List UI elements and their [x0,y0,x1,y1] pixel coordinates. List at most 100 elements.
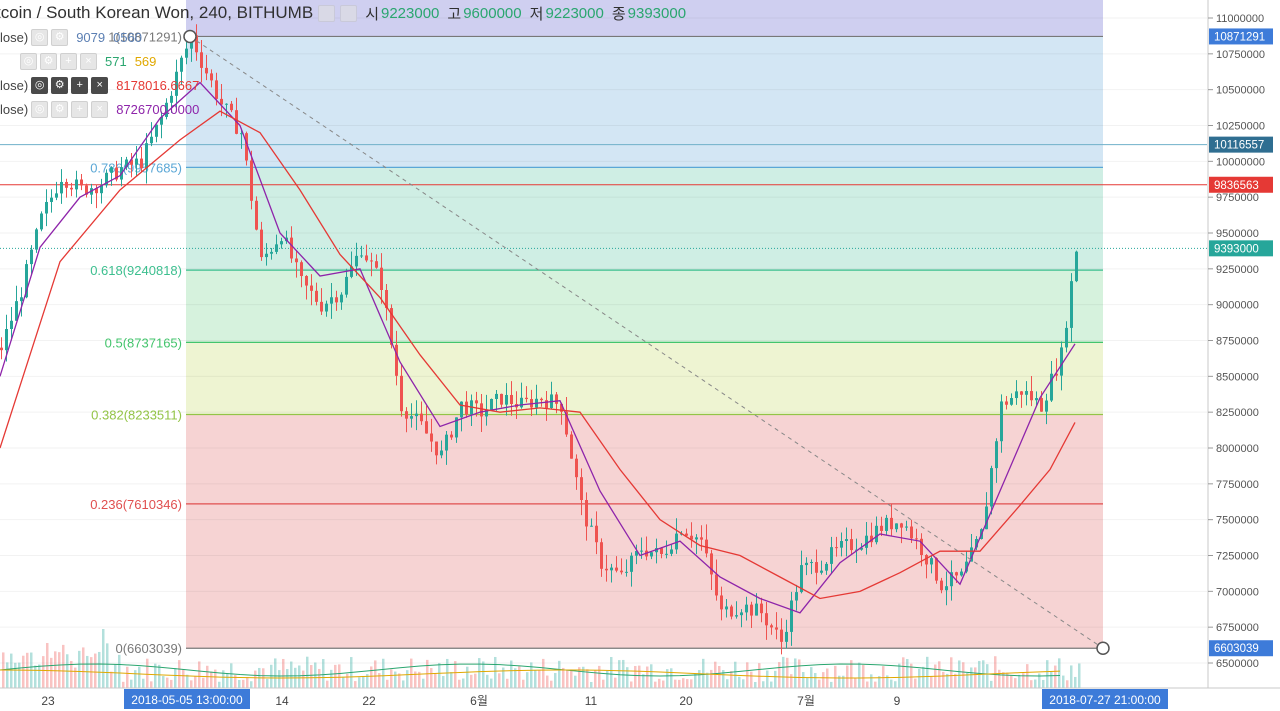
header-settings-icon[interactable] [340,4,358,22]
eye-icon[interactable]: ◎ [20,52,37,70]
indicator-row[interactable]: lose) ◎ ⚙ + × 8178016.6667 [0,75,199,95]
close-icon[interactable]: × [91,76,109,94]
volume-bar [70,660,73,688]
candle-body [570,434,573,459]
x-highlight-box [1042,689,1168,709]
volume-bar [942,671,945,688]
volume-bar [858,662,861,688]
candle-body [805,562,808,566]
volume-bar [658,678,661,688]
candle-body [390,308,393,345]
volume-bar [1054,665,1057,688]
plus-icon[interactable]: + [60,52,77,70]
indicator-row[interactable]: ◎ ⚙ + × 571 569 [0,51,156,71]
gear-icon[interactable]: ⚙ [51,28,69,46]
volume-bar [422,678,425,688]
candle-body [15,301,18,321]
candle-body [575,458,578,478]
volume-bar [1066,680,1069,688]
candle-body [405,411,408,419]
volume-bar [518,666,521,688]
volume-bar [946,673,949,688]
indicator-row[interactable]: lose) ◎ ⚙ + × 8726700.0000 [0,99,199,119]
x-tick-label: 7월 [797,694,815,708]
gear-icon[interactable]: ⚙ [51,76,69,94]
candle-body [640,550,643,552]
y-tick-label: 7500000 [1216,515,1259,527]
trend-handle [183,29,197,44]
eye-icon[interactable]: ◎ [31,76,49,94]
eye-icon[interactable]: ◎ [31,28,49,46]
volume-bar [662,680,665,688]
volume-bar [674,679,677,688]
volume-bar [738,676,741,688]
indicator-row[interactable]: lose) ◎ ⚙ 9079 0560 [0,27,142,47]
candle-body [665,553,668,555]
fib-zone [186,270,1103,343]
close-icon[interactable]: × [91,100,109,118]
candle-body [520,397,523,408]
volume-bar [882,666,885,688]
candle-body [185,48,188,58]
volume-bar [10,653,13,688]
fib-level-label: 0.236(7610346) [90,497,182,512]
candle-body [60,181,63,194]
volume-bar [342,676,345,688]
candle-body [880,525,883,531]
candle-body [85,185,88,195]
candle-body [885,517,888,531]
volume-bar [538,670,541,688]
volume-bar [142,678,145,688]
volume-bar [1006,672,1009,688]
volume-bar [1010,675,1013,688]
candle-body [945,586,948,591]
volume-bar [62,644,65,688]
candle-body [510,394,513,404]
volume-bar [370,666,373,688]
volume-bar [1022,673,1025,688]
volume-bar [318,668,321,688]
volume-bar [230,663,233,688]
candle-body [810,562,813,564]
volume-bar [590,681,593,688]
trend-line [189,36,1104,649]
candle-body [140,158,143,169]
gear-icon[interactable]: ⚙ [51,100,69,118]
volume-bar [654,681,657,688]
candle-body [75,179,78,190]
volume-bar [466,666,469,688]
volume-bar [270,664,273,688]
candle-body [325,303,328,312]
fib-level-label: 0.5(8737165) [105,335,182,350]
close-icon[interactable]: × [80,52,97,70]
volume-bar [238,679,241,688]
fib-zone [186,36,1103,168]
eye-icon[interactable]: ◎ [31,100,49,118]
candle-body [990,468,993,507]
volume-bar [286,669,289,688]
fib-level-label: 0.618(9240818) [90,263,182,278]
gear-icon[interactable]: ⚙ [40,52,57,70]
volume-bar [1018,674,1021,688]
chart-title: tcoin / South Korean Won, 240, BITHUMB [0,3,314,22]
volume-bar [814,673,817,688]
candle-body [760,603,763,614]
volume-bar [750,671,753,688]
candle-body [870,535,873,543]
volume-bar [494,656,497,688]
volume-bar [346,673,349,688]
header-menu-icon[interactable] [318,4,336,22]
candle-body [420,413,423,422]
volume-bar [374,660,377,688]
candle-body [505,394,508,405]
volume-bar [890,679,893,688]
candle-body [1015,391,1018,399]
plus-icon[interactable]: + [71,100,89,118]
volume-bar [758,663,761,688]
candle-body [660,548,663,554]
volume-bar [106,643,109,688]
plus-icon[interactable]: + [71,76,89,94]
candle-body [305,276,308,286]
